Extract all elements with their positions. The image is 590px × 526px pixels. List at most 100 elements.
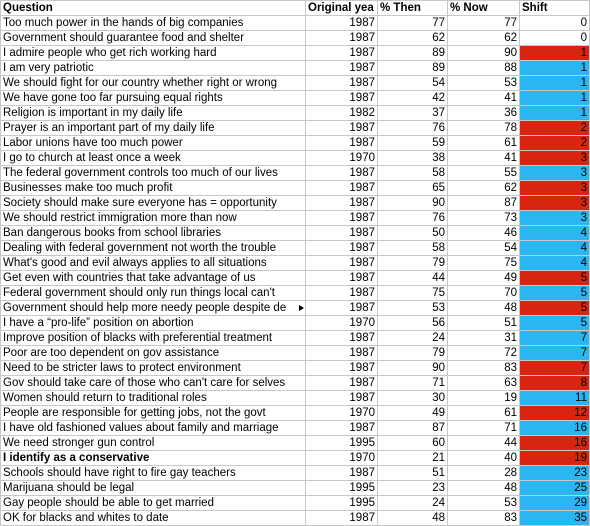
pct-then-cell[interactable]: 87 [377, 420, 448, 436]
pct-now-cell[interactable]: 44 [447, 435, 520, 451]
question-cell[interactable]: We should restrict immigration more than… [0, 210, 306, 226]
pct-then-cell[interactable]: 58 [377, 165, 448, 181]
year-cell[interactable]: 1987 [305, 270, 378, 286]
shift-cell[interactable]: 23 [519, 465, 590, 481]
pct-then-cell[interactable]: 75 [377, 285, 448, 301]
year-cell[interactable]: 1982 [305, 105, 378, 121]
question-cell[interactable]: What's good and evil always applies to a… [0, 255, 306, 271]
question-cell[interactable]: Too much power in the hands of big compa… [0, 15, 306, 31]
question-cell[interactable]: Society should make sure everyone has = … [0, 195, 306, 211]
shift-cell[interactable]: 35 [519, 510, 590, 526]
question-cell[interactable]: Government should help more needy people… [0, 300, 306, 316]
shift-cell[interactable]: 3 [519, 195, 590, 211]
pct-then-cell[interactable]: 89 [377, 45, 448, 61]
pct-then-cell[interactable]: 24 [377, 495, 448, 511]
shift-cell[interactable]: 3 [519, 165, 590, 181]
shift-cell[interactable]: 4 [519, 225, 590, 241]
pct-then-cell[interactable]: 56 [377, 315, 448, 331]
question-cell[interactable]: We need stronger gun control [0, 435, 306, 451]
pct-then-cell[interactable]: 21 [377, 450, 448, 466]
shift-cell[interactable]: 7 [519, 330, 590, 346]
pct-now-cell[interactable]: 72 [447, 345, 520, 361]
pct-now-cell[interactable]: 41 [447, 90, 520, 106]
shift-cell[interactable]: 1 [519, 105, 590, 121]
pct-now-cell[interactable]: 73 [447, 210, 520, 226]
year-cell[interactable]: 1987 [305, 375, 378, 391]
pct-now-cell[interactable]: 77 [447, 15, 520, 31]
year-cell[interactable]: 1987 [305, 390, 378, 406]
pct-then-cell[interactable]: 89 [377, 60, 448, 76]
shift-cell[interactable]: 29 [519, 495, 590, 511]
year-cell[interactable]: 1987 [305, 330, 378, 346]
pct-then-cell[interactable]: 65 [377, 180, 448, 196]
pct-now-cell[interactable]: 36 [447, 105, 520, 121]
year-cell[interactable]: 1987 [305, 210, 378, 226]
pct-then-cell[interactable]: 42 [377, 90, 448, 106]
pct-now-cell[interactable]: 54 [447, 240, 520, 256]
year-cell[interactable]: 1970 [305, 405, 378, 421]
shift-cell[interactable]: 3 [519, 180, 590, 196]
pct-then-cell[interactable]: 49 [377, 405, 448, 421]
question-cell[interactable]: Federal government should only run thing… [0, 285, 306, 301]
pct-then-cell[interactable]: 62 [377, 30, 448, 46]
shift-cell[interactable]: 1 [519, 60, 590, 76]
shift-cell[interactable]: 8 [519, 375, 590, 391]
pct-then-cell[interactable]: 48 [377, 510, 448, 526]
year-cell[interactable]: 1970 [305, 450, 378, 466]
year-cell[interactable]: 1987 [305, 60, 378, 76]
pct-now-cell[interactable]: 55 [447, 165, 520, 181]
question-cell[interactable]: Marijuana should be legal [0, 480, 306, 496]
question-cell[interactable]: Poor are too dependent on gov assistance [0, 345, 306, 361]
question-cell[interactable]: Ban dangerous books from school librarie… [0, 225, 306, 241]
shift-cell[interactable]: 11 [519, 390, 590, 406]
pct-then-cell[interactable]: 71 [377, 375, 448, 391]
pct-now-cell[interactable]: 19 [447, 390, 520, 406]
question-cell[interactable]: The federal government controls too much… [0, 165, 306, 181]
pct-now-cell[interactable]: 61 [447, 405, 520, 421]
pct-then-cell[interactable]: 54 [377, 75, 448, 91]
question-cell[interactable]: I admire people who get rich working har… [0, 45, 306, 61]
year-cell[interactable]: 1987 [305, 240, 378, 256]
pct-then-cell[interactable]: 30 [377, 390, 448, 406]
pct-now-cell[interactable]: 53 [447, 495, 520, 511]
shift-cell[interactable]: 4 [519, 255, 590, 271]
question-cell[interactable]: I identify as a conservative [0, 450, 306, 466]
year-cell[interactable]: 1987 [305, 180, 378, 196]
pct-now-cell[interactable]: 62 [447, 180, 520, 196]
year-cell[interactable]: 1987 [305, 75, 378, 91]
year-cell[interactable]: 1987 [305, 225, 378, 241]
year-cell[interactable]: 1987 [305, 135, 378, 151]
shift-cell[interactable]: 4 [519, 240, 590, 256]
shift-cell[interactable]: 12 [519, 405, 590, 421]
header-question[interactable]: Question [0, 0, 306, 16]
year-cell[interactable]: 1987 [305, 345, 378, 361]
pct-now-cell[interactable]: 46 [447, 225, 520, 241]
question-cell[interactable]: Gov should take care of those who can't … [0, 375, 306, 391]
header-shift[interactable]: Shift [519, 0, 590, 16]
pct-now-cell[interactable]: 78 [447, 120, 520, 136]
pct-now-cell[interactable]: 83 [447, 360, 520, 376]
pct-then-cell[interactable]: 76 [377, 120, 448, 136]
question-cell[interactable]: I have a “pro-life” position on abortion [0, 315, 306, 331]
year-cell[interactable]: 1970 [305, 150, 378, 166]
year-cell[interactable]: 1987 [305, 360, 378, 376]
pct-then-cell[interactable]: 59 [377, 135, 448, 151]
year-cell[interactable]: 1987 [305, 120, 378, 136]
header-pct-then[interactable]: % Then [377, 0, 448, 16]
shift-cell[interactable]: 0 [519, 15, 590, 31]
year-cell[interactable]: 1995 [305, 480, 378, 496]
pct-now-cell[interactable]: 48 [447, 300, 520, 316]
pct-then-cell[interactable]: 60 [377, 435, 448, 451]
header-original-year[interactable]: Original yea [305, 0, 378, 16]
year-cell[interactable]: 1995 [305, 435, 378, 451]
pct-now-cell[interactable]: 61 [447, 135, 520, 151]
pct-now-cell[interactable]: 63 [447, 375, 520, 391]
question-cell[interactable]: Get even with countries that take advant… [0, 270, 306, 286]
year-cell[interactable]: 1987 [305, 285, 378, 301]
question-cell[interactable]: I go to church at least once a week [0, 150, 306, 166]
question-cell[interactable]: We have gone too far pursuing equal righ… [0, 90, 306, 106]
year-cell[interactable]: 1987 [305, 165, 378, 181]
question-cell[interactable]: I have old fashioned values about family… [0, 420, 306, 436]
question-cell[interactable]: Religion is important in my daily life [0, 105, 306, 121]
pct-then-cell[interactable]: 77 [377, 15, 448, 31]
